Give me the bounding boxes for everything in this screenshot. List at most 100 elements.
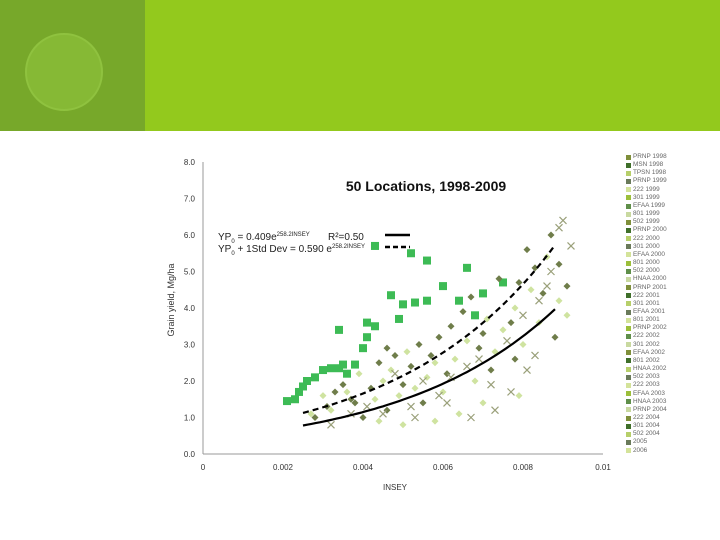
data-point	[375, 359, 383, 367]
data-point	[479, 399, 487, 407]
data-point	[447, 322, 455, 330]
data-point	[471, 377, 479, 385]
data-point	[307, 410, 315, 418]
legend-label: 301 2004	[633, 422, 660, 430]
legend-item: PRNP 2001	[626, 284, 716, 292]
data-point	[547, 267, 555, 276]
legend-label: 301 2001	[633, 299, 660, 307]
legend-item: EFAA 2001	[626, 308, 716, 316]
data-point	[411, 384, 419, 392]
data-point	[475, 344, 483, 352]
data-point	[343, 369, 351, 378]
legend-marker-icon	[626, 440, 631, 446]
data-point	[319, 366, 327, 375]
decorative-circle	[25, 33, 103, 111]
legend-label: HNAA 2000	[633, 275, 667, 283]
legend-item: 222 2001	[626, 292, 716, 300]
legend-label: PRNP 2004	[633, 405, 667, 413]
legend-item: 502 2003	[626, 373, 716, 381]
legend-marker-icon	[626, 268, 631, 274]
legend-item: 502 1999	[626, 218, 716, 226]
data-point	[335, 325, 343, 334]
legend-marker-icon	[626, 407, 631, 413]
data-point	[463, 362, 471, 371]
legend-label: EFAA 1999	[633, 201, 665, 209]
legend-label: 222 2000	[633, 234, 660, 242]
legend-label: HNAA 2003	[633, 397, 667, 405]
legend-marker-icon	[626, 325, 631, 331]
legend-item: MSN 1998	[626, 161, 716, 169]
legend-marker-icon	[626, 195, 631, 201]
data-point	[311, 414, 319, 421]
data-point	[419, 377, 427, 385]
data-point	[391, 369, 399, 378]
legend-marker-icon	[626, 252, 631, 258]
x-axis-title: INSEY	[383, 483, 408, 492]
legend-item: 801 2002	[626, 357, 716, 365]
data-point	[543, 282, 551, 291]
legend-marker-icon	[626, 358, 631, 364]
legend-marker-icon	[626, 382, 631, 388]
fit-curve-solid	[302, 308, 556, 427]
legend-marker-icon	[626, 391, 631, 397]
data-point	[495, 275, 503, 283]
data-point	[327, 364, 335, 373]
legend-item: PRNP 2000	[626, 226, 716, 234]
data-point	[431, 417, 439, 425]
legend-item: 222 2003	[626, 381, 716, 389]
data-point	[327, 406, 335, 414]
data-point	[467, 293, 475, 301]
data-point	[507, 388, 515, 396]
legend-label: 2006	[633, 446, 648, 454]
legend-label: 222 2003	[633, 381, 660, 389]
data-point	[351, 399, 359, 407]
legend-label: PRNP 2001	[633, 283, 667, 291]
legend-marker-icon	[626, 162, 631, 168]
data-point	[411, 298, 419, 307]
legend-label: HNAA 2002	[633, 365, 667, 373]
y-axis-title: Grain yield, Mg/ha	[166, 263, 176, 336]
legend-marker-icon	[626, 203, 631, 209]
data-point	[311, 373, 319, 382]
data-point	[503, 336, 511, 345]
data-point	[283, 397, 291, 406]
data-point	[531, 351, 539, 360]
x-tick-label: 0	[201, 463, 206, 472]
x-tick-labels: 0 0.002 0.004 0.006 0.008 0.01	[201, 463, 612, 472]
data-point	[487, 380, 495, 389]
legend-label: MSN 1998	[633, 161, 664, 169]
legend-item: 301 2004	[626, 422, 716, 430]
legend-label: 2005	[633, 438, 648, 446]
data-point	[515, 278, 523, 286]
data-point	[375, 417, 383, 425]
title-band-light	[145, 0, 720, 131]
data-point	[387, 291, 395, 300]
data-point	[407, 249, 415, 258]
fit1-subscript: 0	[231, 239, 235, 245]
legend-label: 801 2001	[633, 316, 660, 324]
data-point	[363, 333, 371, 342]
data-point	[399, 421, 407, 429]
legend-marker-icon	[626, 431, 631, 437]
legend-item: 222 2000	[626, 235, 716, 243]
legend-item: EFAA 2000	[626, 251, 716, 259]
legend-label: TPSN 1998	[633, 169, 667, 177]
fit-equation-1: YP0 = 0.409e258.2INSEY	[218, 232, 310, 245]
data-point	[559, 216, 567, 225]
legend-item: 301 2000	[626, 243, 716, 251]
data-point	[507, 319, 515, 327]
data-point	[299, 382, 307, 391]
legend-label: 222 2004	[633, 414, 660, 421]
legend-label: 222 2001	[633, 291, 660, 299]
data-point	[339, 381, 347, 389]
legend-item: 801 2000	[626, 259, 716, 267]
data-point	[371, 395, 379, 403]
data-point	[555, 223, 563, 232]
legend-item: 222 1999	[626, 186, 716, 194]
fit-equation-2: YP0 + 1Std Dev = 0.590 e258.2INSEY	[218, 244, 365, 257]
data-point	[343, 388, 351, 396]
legend-label: EFAA 2002	[633, 348, 665, 356]
data-point	[379, 409, 387, 418]
legend-label: PRNP 2000	[633, 226, 667, 234]
data-point	[523, 366, 531, 374]
